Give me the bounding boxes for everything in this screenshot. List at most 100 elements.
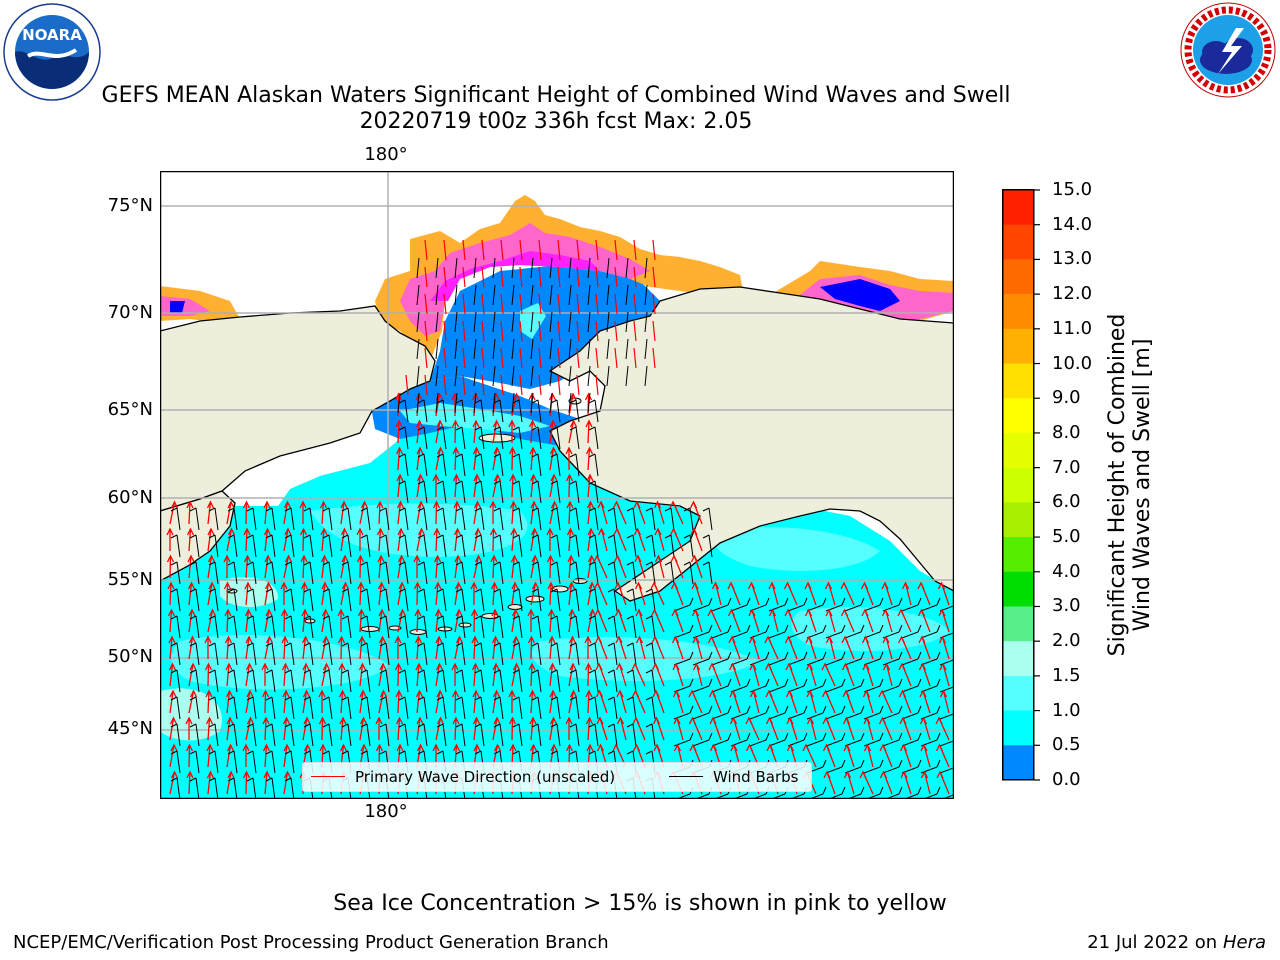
wind-barb	[702, 561, 713, 585]
colorbar-cell	[1003, 432, 1033, 469]
wave-arrow	[901, 581, 912, 606]
wave-arrow	[435, 374, 447, 414]
wind-barb	[322, 561, 333, 585]
wave-arrow	[337, 635, 346, 660]
wave-arrow	[378, 689, 388, 714]
colorbar-cell	[1003, 745, 1033, 781]
wave-arrow	[728, 662, 741, 687]
wave-arrow	[242, 770, 251, 795]
wave-arrow	[416, 473, 425, 498]
colorbar-tick-label: 7.0	[1052, 456, 1081, 478]
wave-arrow	[568, 293, 580, 333]
wave-arrow	[920, 770, 931, 795]
wave-arrow	[395, 716, 404, 741]
wave-arrow	[729, 716, 741, 741]
wind-barb	[303, 561, 314, 585]
wind-barb	[398, 588, 409, 612]
wind-barb	[884, 786, 903, 799]
wave-arrow	[358, 635, 366, 660]
wave-arrow	[435, 293, 447, 333]
wind-barb	[474, 480, 485, 504]
wind-barb	[436, 615, 447, 639]
wind-barb	[170, 642, 181, 666]
wave-arrow	[167, 581, 175, 606]
wave-arrow	[492, 293, 504, 333]
wind-barb	[265, 723, 276, 747]
wave-arrow	[454, 293, 466, 333]
wind-barb	[512, 588, 523, 612]
wind-barb	[768, 624, 789, 639]
wave-arrow	[451, 689, 460, 714]
wave-arrow	[262, 716, 270, 741]
wave-arrow	[359, 716, 368, 741]
wave-arrow	[606, 266, 618, 306]
wave-arrow	[568, 347, 580, 387]
wave-arrow	[473, 374, 485, 414]
wave-arrow	[804, 608, 817, 633]
wave-arrow	[606, 293, 618, 333]
wave-arrow	[841, 662, 855, 687]
wind-barb	[436, 453, 447, 477]
colorbar-tick-label: 1.0	[1052, 699, 1081, 721]
wave-arrow	[452, 473, 461, 498]
wind-barb	[730, 624, 751, 639]
wind-barb	[664, 507, 675, 531]
wind-barb	[360, 534, 371, 558]
wind-barb	[208, 777, 219, 799]
wind-barb	[284, 615, 295, 639]
wind-barb	[711, 705, 732, 720]
wave-arrow	[669, 527, 684, 552]
wind-barb	[398, 480, 409, 504]
wind-barb	[436, 669, 447, 693]
footer-date: 21 Jul 2022 on Hera	[1087, 932, 1266, 953]
wave-arrow	[644, 320, 656, 360]
wind-barb	[208, 696, 219, 720]
wind-barb	[588, 669, 599, 693]
wind-barb	[711, 597, 732, 612]
wave-arrow	[491, 635, 500, 660]
wave-arrow	[473, 293, 485, 333]
wind-barb	[493, 480, 504, 504]
wave-arrow	[898, 689, 912, 714]
wave-arrow	[395, 419, 403, 444]
wave-arrow	[881, 581, 893, 606]
wind-barb	[436, 507, 447, 531]
wave-arrow	[281, 635, 289, 660]
wind-barb	[398, 399, 409, 423]
wave-arrow	[511, 608, 520, 633]
wave-arrow	[375, 716, 383, 740]
wave-arrow	[587, 608, 597, 633]
wind-barb	[265, 615, 276, 639]
wind-barb	[882, 732, 903, 747]
wave-arrow	[843, 770, 855, 795]
wave-arrow	[394, 635, 402, 659]
wave-arrow	[918, 635, 931, 660]
wind-barb	[208, 642, 219, 666]
wave-arrow	[470, 608, 479, 633]
noaa-logo-text: NOARA	[22, 26, 82, 44]
wave-arrow	[188, 635, 197, 660]
wind-barb	[417, 642, 428, 666]
wind-barb	[827, 786, 846, 799]
wave-arrow	[632, 716, 646, 741]
wave-arrow	[938, 608, 950, 633]
wind-barb	[284, 642, 295, 666]
wind-barb	[341, 534, 352, 558]
colorbar-cell	[1003, 606, 1033, 642]
wind-barb	[607, 669, 618, 693]
wave-arrow	[859, 770, 874, 795]
wind-barb	[645, 642, 656, 666]
legend-wind-barbs: Wind Barbs	[713, 768, 799, 786]
wave-arrow	[245, 689, 254, 714]
wave-arrow	[492, 347, 504, 387]
wave-arrow	[435, 635, 443, 660]
wave-arrow	[244, 581, 252, 606]
wind-barb	[493, 588, 504, 612]
wave-arrow	[585, 716, 594, 741]
wind-barb	[341, 588, 352, 612]
wind-barb	[227, 669, 238, 693]
wind-barb	[550, 642, 561, 666]
wind-barb	[550, 588, 561, 612]
wave-arrow	[473, 473, 481, 498]
wave-arrow	[804, 581, 817, 606]
